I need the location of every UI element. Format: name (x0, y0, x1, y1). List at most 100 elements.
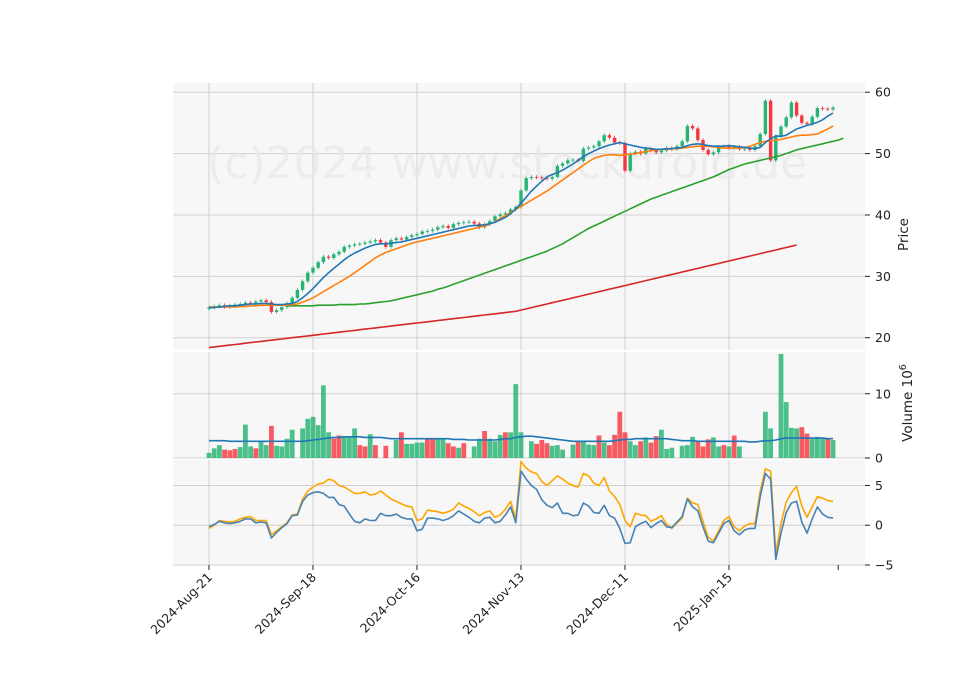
volume-avg-line (209, 435, 833, 443)
candle-body (332, 254, 336, 258)
volume-bar (778, 353, 784, 458)
price-tick-label: 60 (875, 85, 891, 100)
volume-bar (768, 428, 773, 458)
candle-body (612, 137, 617, 143)
volume-axis-label: Volume 106 (898, 364, 916, 442)
candle-body (264, 300, 268, 303)
candle-body (467, 221, 471, 223)
candle-body (368, 241, 372, 243)
volume-bar (638, 441, 643, 458)
volume-bar (393, 440, 399, 458)
x-tick-label: 2024-Dec-11 (563, 570, 631, 638)
volume-bar (804, 433, 810, 458)
candle-body (784, 117, 788, 127)
volume-bar (518, 432, 524, 458)
volume-bar (700, 446, 706, 458)
candle-body (373, 240, 378, 242)
volume-bar (274, 445, 279, 458)
volume-bar (310, 416, 316, 458)
sma-mid-line (209, 125, 834, 308)
volume-bar (820, 437, 825, 458)
volume-panel (206, 353, 836, 458)
candle-body (358, 243, 362, 245)
candle-body (347, 245, 352, 247)
volume-bar (539, 440, 545, 458)
candle-body (441, 226, 445, 228)
candle-body (430, 229, 435, 231)
candle-body (685, 125, 690, 142)
volume-bar (591, 445, 597, 458)
candle-body (394, 238, 398, 241)
sma-200-line (208, 244, 797, 349)
candle-body (815, 108, 820, 117)
volume-bar (367, 434, 373, 458)
sma-short-line (209, 112, 834, 309)
candle-body (623, 143, 627, 171)
candle-body (607, 135, 612, 138)
candle-body (696, 128, 700, 141)
volume-bar (622, 432, 628, 458)
volume-bar (716, 446, 721, 458)
volume-bar (237, 447, 243, 458)
candle-body (794, 102, 799, 116)
volume-bar (529, 441, 534, 458)
volume-bar (596, 435, 602, 458)
oscillator-line-1 (208, 470, 834, 561)
volume-bar (253, 448, 259, 458)
volume-bar (633, 445, 638, 458)
volume-bar (347, 436, 352, 458)
price-tick-label: 30 (875, 269, 891, 284)
volume-bar (300, 428, 305, 458)
candle-body (519, 190, 523, 207)
oscillator-panel (208, 460, 834, 561)
volume-bar (825, 438, 831, 458)
price-tick-label: 40 (875, 207, 891, 222)
candle-body (742, 148, 747, 150)
volume-bar (279, 446, 285, 458)
x-tick-label: 2024-Sep-18 (252, 569, 319, 636)
candle-body (524, 178, 528, 191)
volume-tick-label: 10 (875, 386, 891, 401)
candle-body (748, 148, 752, 150)
candle-body (248, 302, 253, 304)
volume-bar (581, 441, 586, 458)
candle-body (831, 107, 835, 110)
volume-bar (341, 436, 347, 458)
x-tick-label: 2024-Oct-16 (357, 569, 423, 635)
candle-body (727, 146, 731, 149)
price-axis-label: Price (896, 218, 912, 251)
candle-body (586, 147, 591, 149)
volume-bar (508, 432, 513, 458)
volume-bar (258, 441, 264, 458)
volume-bar (362, 446, 368, 458)
volume-bar (643, 437, 649, 458)
candle-body (820, 108, 825, 109)
candle-body (779, 126, 783, 137)
candle-body (295, 289, 300, 298)
volume-bar (305, 418, 311, 458)
volume-bar (601, 442, 607, 458)
volume-bar (206, 452, 212, 458)
volume-bar (794, 428, 799, 458)
candle-body (768, 100, 773, 161)
candle-body (550, 176, 554, 179)
volume-bar (414, 442, 420, 458)
volume-bar (653, 436, 659, 458)
candle-body (503, 213, 508, 215)
volume-bar (669, 447, 675, 458)
volume-bar (607, 445, 612, 458)
volume-bar (721, 445, 727, 458)
volume-bar (705, 439, 711, 458)
volume-bar (482, 431, 487, 458)
candle-body (217, 305, 222, 307)
candle-body (649, 148, 653, 151)
candle-body (597, 141, 601, 147)
volume-bar (783, 402, 789, 458)
candle-body (238, 303, 242, 305)
volume-bar (612, 434, 617, 458)
candle-body (628, 153, 632, 171)
osc-tick-label: −5 (875, 558, 893, 573)
volume-bar (544, 443, 550, 458)
candle-body (716, 146, 721, 153)
